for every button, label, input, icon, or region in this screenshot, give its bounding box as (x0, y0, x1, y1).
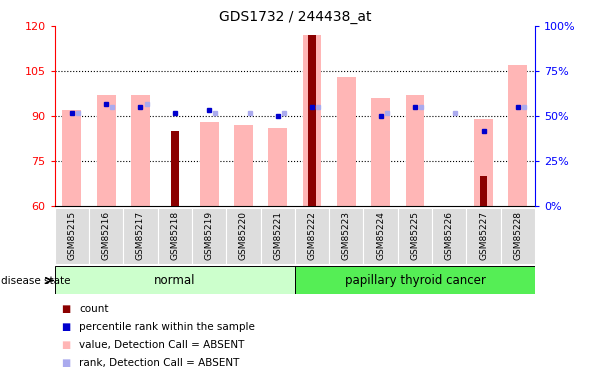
Bar (131, 95, 150, 206)
Bar (337, 77, 356, 206)
Text: GSM85223: GSM85223 (342, 211, 351, 260)
Text: ■: ■ (61, 304, 70, 314)
Text: ■: ■ (61, 340, 70, 350)
Bar (295, 266, 535, 294)
Bar (466, 26, 501, 206)
Bar (89, 26, 123, 206)
Text: value, Detection Call = ABSENT: value, Detection Call = ABSENT (79, 340, 244, 350)
Bar (97, 95, 116, 206)
Bar (501, 26, 535, 206)
Bar (192, 208, 226, 264)
Bar (398, 208, 432, 264)
Bar (432, 26, 466, 206)
Bar (157, 26, 192, 206)
Bar (226, 208, 261, 264)
Bar (295, 208, 329, 264)
Bar (226, 26, 261, 206)
Bar (199, 122, 218, 206)
Bar (508, 65, 527, 206)
Text: GSM85225: GSM85225 (410, 211, 420, 260)
Text: GSM85224: GSM85224 (376, 211, 385, 260)
Bar (398, 26, 432, 206)
Bar (192, 26, 226, 206)
Text: GSM85222: GSM85222 (308, 211, 317, 260)
Bar (55, 266, 295, 294)
Bar (406, 95, 424, 206)
Bar (55, 26, 89, 206)
Bar (308, 35, 316, 206)
Bar (268, 128, 287, 206)
Bar (329, 208, 364, 264)
Text: rank, Detection Call = ABSENT: rank, Detection Call = ABSENT (79, 358, 240, 368)
Title: GDS1732 / 244438_at: GDS1732 / 244438_at (219, 10, 371, 24)
Bar (261, 26, 295, 206)
Bar (171, 131, 179, 206)
Bar (157, 208, 192, 264)
Bar (123, 208, 157, 264)
Bar (364, 208, 398, 264)
Bar (234, 125, 253, 206)
Bar (89, 208, 123, 264)
Bar (371, 98, 390, 206)
Text: ■: ■ (61, 358, 70, 368)
Text: GSM85217: GSM85217 (136, 211, 145, 260)
Bar (432, 208, 466, 264)
Bar (123, 26, 157, 206)
Text: GSM85216: GSM85216 (102, 211, 111, 260)
Text: GSM85218: GSM85218 (170, 211, 179, 260)
Text: GSM85221: GSM85221 (273, 211, 282, 260)
Bar (63, 110, 81, 206)
Bar (303, 35, 322, 206)
Text: GSM85228: GSM85228 (513, 211, 522, 260)
Text: count: count (79, 304, 109, 314)
Text: ■: ■ (61, 322, 70, 332)
Text: GSM85227: GSM85227 (479, 211, 488, 260)
Text: disease state: disease state (1, 276, 71, 285)
Bar (480, 176, 488, 206)
Text: percentile rank within the sample: percentile rank within the sample (79, 322, 255, 332)
Bar (295, 26, 329, 206)
Text: GSM85220: GSM85220 (239, 211, 248, 260)
Text: GSM85226: GSM85226 (445, 211, 454, 260)
Bar (55, 208, 89, 264)
Text: normal: normal (154, 274, 196, 287)
Bar (329, 26, 364, 206)
Text: GSM85215: GSM85215 (67, 211, 77, 260)
Bar (261, 208, 295, 264)
Bar (474, 119, 493, 206)
Text: GSM85219: GSM85219 (205, 211, 213, 260)
Bar (501, 208, 535, 264)
Bar (364, 26, 398, 206)
Text: papillary thyroid cancer: papillary thyroid cancer (345, 274, 485, 287)
Bar (466, 208, 501, 264)
